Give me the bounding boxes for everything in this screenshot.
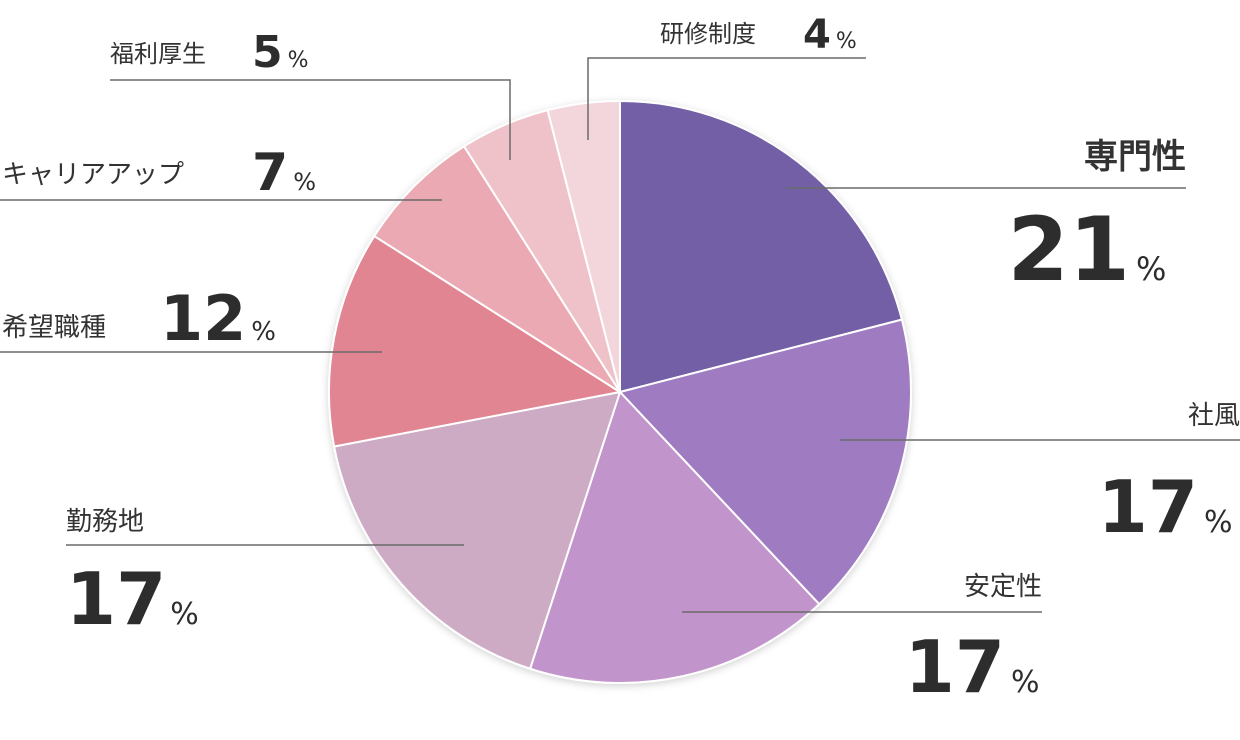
pie-slice-8: [546, 100, 621, 393]
slice-label-unit-6: %: [293, 168, 316, 196]
slice-label-value-3: 17: [905, 625, 1005, 709]
slice-label-value-5: 12: [160, 282, 246, 355]
pie-slice-5: [327, 235, 621, 448]
slice-label-unit-7: %: [288, 48, 309, 73]
slice-label-name-6: キャリアアップ: [2, 160, 184, 190]
pie-slice-3: [529, 391, 821, 684]
slice-labels: 専門性 21 % 社風 17 % 安定性 17 % 勤務地 17 % 希望職種 12 % キャリアアップ 7 % 福…: [2, 12, 1240, 709]
pie-slice-1: [619, 100, 903, 393]
slice-label-unit-1: %: [1136, 250, 1166, 288]
pie-slice-6: [373, 145, 621, 393]
pie-slices: [327, 100, 912, 684]
slice-label-value-6: 7: [252, 143, 288, 203]
slice-label-value-7: 5: [252, 27, 283, 78]
leader-lines: [0, 57, 1240, 613]
pie-slice-4: [333, 391, 621, 670]
slice-label-unit-5: %: [251, 317, 276, 347]
slice-label-value-1: 21: [1008, 198, 1130, 301]
slice-label-unit-2: %: [1204, 505, 1233, 540]
slice-label-name-7: 福利厚生: [110, 40, 206, 68]
slice-label-name-4: 勤務地: [66, 507, 144, 537]
slice-label-value-8: 4: [803, 12, 831, 58]
slice-label-value-2: 17: [1098, 465, 1198, 549]
slice-label-value-4: 17: [66, 557, 166, 641]
leader-line-7: [110, 79, 511, 160]
slice-label-name-1: 専門性: [1084, 137, 1186, 177]
slice-label-name-5: 希望職種: [2, 313, 106, 343]
slice-label-unit-8: %: [836, 29, 857, 54]
slice-label-name-2: 社風: [1188, 401, 1240, 431]
pie-slice-2: [619, 318, 912, 606]
slice-label-unit-3: %: [1011, 665, 1040, 700]
slice-label-unit-4: %: [170, 597, 199, 632]
leader-line-8: [587, 57, 866, 140]
slice-label-name-8: 研修制度: [660, 20, 756, 48]
slice-label-name-3: 安定性: [964, 572, 1042, 602]
